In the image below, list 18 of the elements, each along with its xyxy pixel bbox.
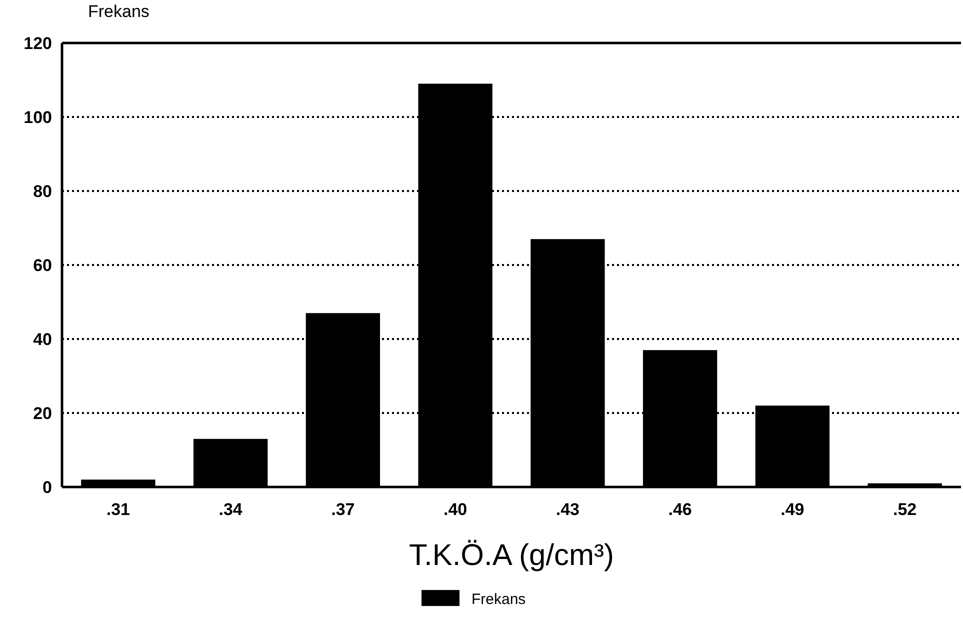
x-tick-label: .46 [668,500,692,519]
x-tick-label: .40 [443,500,468,519]
y-tick-label: 120 [24,34,52,53]
x-tick-label: .49 [780,500,804,519]
x-tick-label: .52 [892,500,917,519]
y-tick-label: 100 [24,108,52,127]
y-axis-title: Frekans [88,2,150,21]
y-tick-label: 40 [33,330,52,349]
y-tick-label: 60 [33,256,52,275]
y-tick-label: 0 [42,478,52,497]
y-tick-label: 80 [33,182,52,201]
x-tick-label: .37 [331,500,355,519]
x-tick-label: .31 [106,500,130,519]
legend-label: Frekans [472,591,526,608]
x-tick-label: .34 [218,500,243,519]
y-tick-label: 20 [33,404,52,423]
x-tick-label: .43 [556,500,580,519]
x-axis-title: T.K.Ö.A (g/cm³) [408,539,614,572]
